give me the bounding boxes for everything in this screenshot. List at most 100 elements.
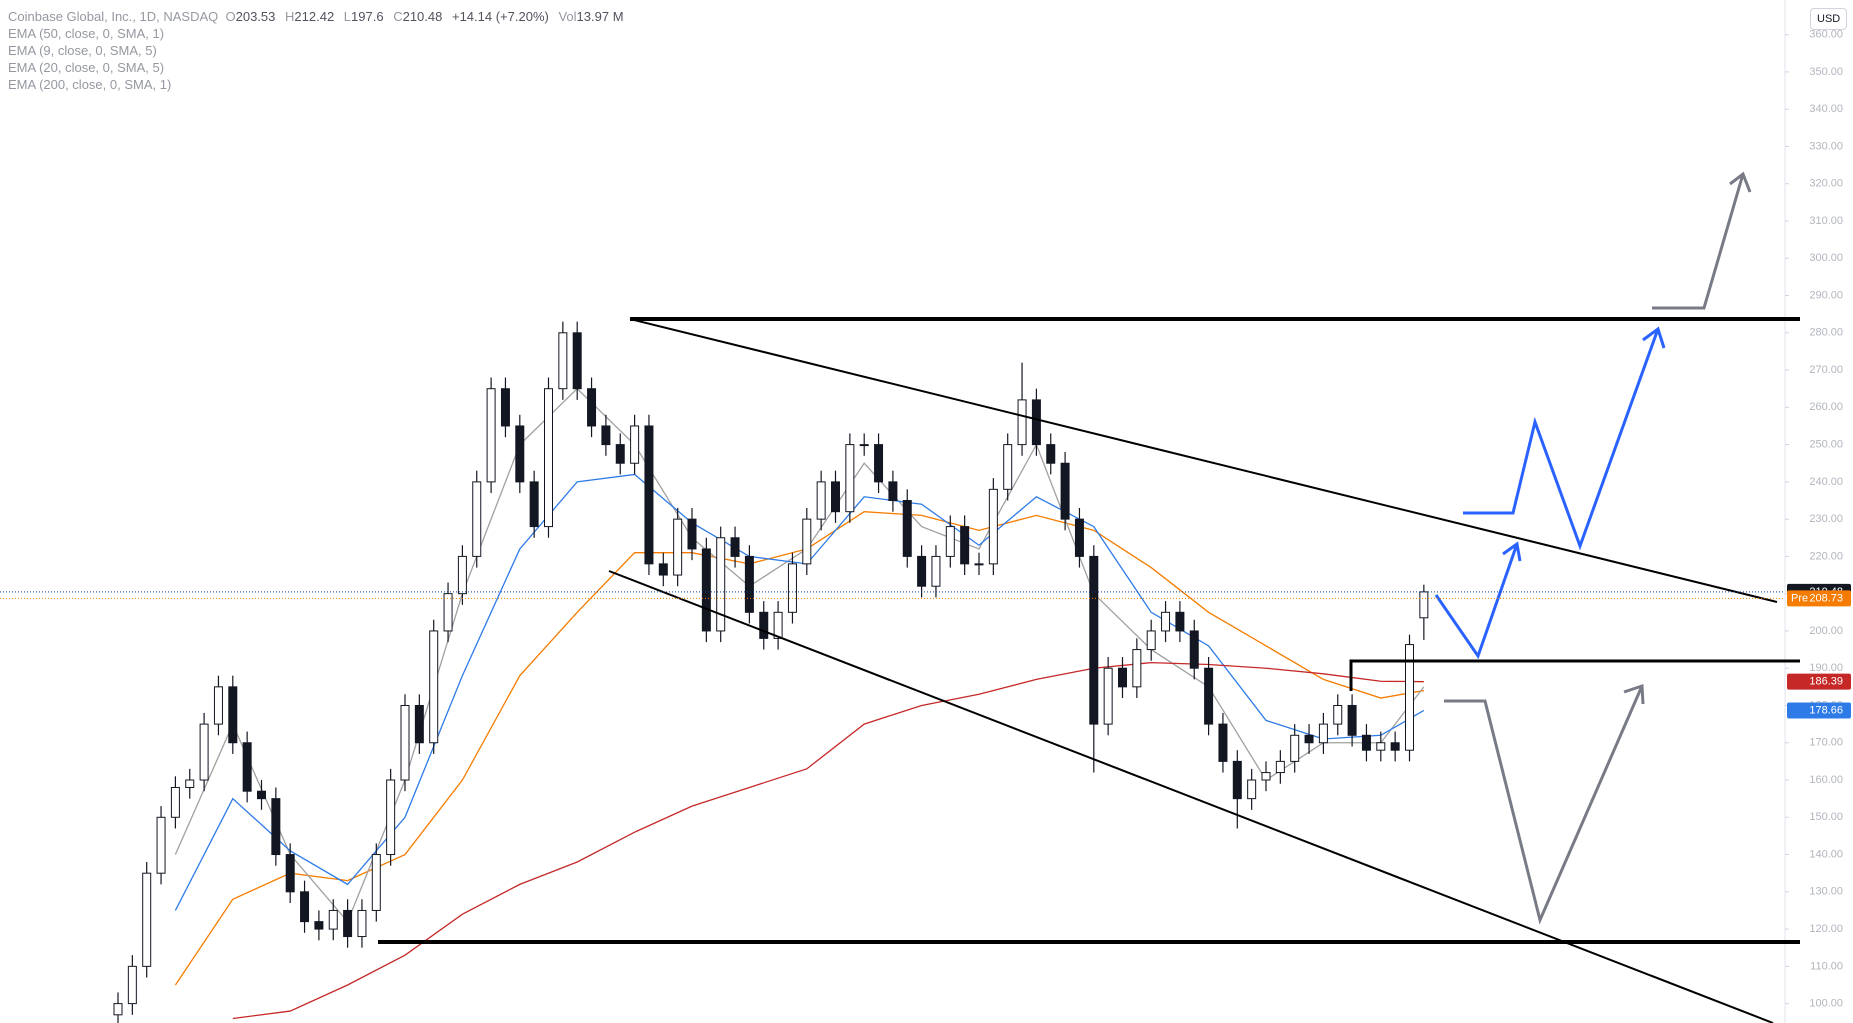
candle-body bbox=[572, 332, 582, 390]
y-tick-label: 260.00 bbox=[1809, 401, 1843, 413]
candle-body bbox=[414, 704, 424, 744]
candle-body bbox=[343, 909, 353, 938]
candle-body bbox=[1060, 462, 1070, 520]
candle-body bbox=[802, 518, 812, 565]
y-tick-label: 320.00 bbox=[1809, 178, 1843, 190]
candle-body bbox=[213, 686, 223, 725]
candle-body bbox=[816, 481, 826, 520]
y-tick-label: 160.00 bbox=[1809, 774, 1843, 786]
candle-body bbox=[1318, 723, 1328, 744]
candle-body bbox=[658, 563, 668, 576]
candle-body bbox=[386, 779, 396, 856]
candle-body bbox=[1405, 644, 1414, 751]
candle-body bbox=[1017, 399, 1027, 446]
candle-body bbox=[1376, 742, 1386, 751]
value: 212.42 bbox=[294, 9, 335, 24]
currency-button[interactable]: USD bbox=[1810, 8, 1848, 30]
candle-body bbox=[199, 723, 209, 781]
label: C bbox=[393, 9, 403, 24]
candle-body bbox=[1003, 444, 1013, 490]
trend-line bbox=[629, 318, 1778, 603]
candle-body bbox=[1304, 734, 1314, 744]
y-tick-label: 250.00 bbox=[1809, 439, 1843, 451]
candle-body bbox=[1290, 734, 1300, 762]
candle-body bbox=[328, 909, 338, 930]
label: L bbox=[343, 9, 352, 24]
trend-line bbox=[1349, 659, 1800, 691]
candle-body bbox=[1204, 667, 1214, 725]
candle-body bbox=[701, 548, 711, 632]
candle-body bbox=[1161, 611, 1171, 632]
candle-body bbox=[1247, 779, 1257, 800]
price-tag bbox=[1787, 702, 1851, 719]
projection-arrow bbox=[1434, 543, 1519, 660]
candle-body bbox=[285, 854, 295, 893]
candle-body bbox=[902, 500, 912, 557]
price-tag-label: 186.39 bbox=[1809, 676, 1843, 688]
candle-body bbox=[1132, 649, 1142, 688]
y-tick-label: 270.00 bbox=[1809, 364, 1843, 376]
candle-body bbox=[1189, 630, 1199, 669]
value: 13.97 M bbox=[576, 9, 624, 24]
price-tag-label: 208.73 bbox=[1809, 592, 1843, 604]
label: O bbox=[225, 9, 236, 24]
candle-body bbox=[228, 686, 238, 744]
candle-body bbox=[457, 555, 467, 595]
candle-body bbox=[587, 388, 597, 427]
projection-arrow bbox=[1444, 685, 1644, 925]
candle-body bbox=[271, 798, 281, 856]
candle-body bbox=[874, 444, 884, 483]
candle-body bbox=[142, 872, 152, 967]
candle-body bbox=[859, 444, 869, 447]
candle-body bbox=[357, 909, 367, 938]
y-tick-label: 330.00 bbox=[1809, 140, 1843, 152]
indicator-name[interactable]: EMA (20, close, 0, SMA, 5) bbox=[8, 60, 165, 75]
candle-body bbox=[1347, 704, 1357, 736]
candle-body bbox=[1261, 772, 1271, 781]
candle-body bbox=[1361, 734, 1371, 751]
price-tag bbox=[1787, 590, 1851, 607]
candle-body bbox=[1419, 591, 1429, 619]
y-tick-label: 310.00 bbox=[1809, 215, 1843, 227]
candle-body bbox=[988, 488, 998, 565]
candle-body bbox=[257, 790, 266, 800]
candle-body bbox=[960, 526, 970, 565]
candle-body bbox=[558, 332, 568, 390]
y-tick-label: 360.00 bbox=[1809, 29, 1843, 41]
indicator-name[interactable]: EMA (50, close, 0, SMA, 1) bbox=[8, 26, 165, 41]
candle-body bbox=[630, 425, 640, 464]
y-tick-label: 230.00 bbox=[1809, 513, 1843, 525]
y-tick-label: 110.00 bbox=[1810, 960, 1843, 972]
candle-body bbox=[1333, 704, 1343, 725]
value: 197.6 bbox=[351, 9, 384, 24]
indicator-name[interactable]: EMA (200, close, 0, SMA, 1) bbox=[8, 77, 172, 92]
candle-body bbox=[400, 704, 410, 781]
y-tick-label: 120.00 bbox=[1809, 923, 1843, 935]
indicator-name[interactable]: EMA (9, close, 0, SMA, 5) bbox=[8, 43, 157, 58]
y-tick-label: 200.00 bbox=[1809, 625, 1843, 637]
arrow-head bbox=[1623, 683, 1645, 705]
candle-body bbox=[716, 537, 726, 632]
candle-body bbox=[242, 742, 252, 792]
candle-body bbox=[644, 425, 654, 565]
y-tick-label: 140.00 bbox=[1809, 848, 1843, 860]
candle-body bbox=[170, 786, 180, 818]
candle-body bbox=[1275, 760, 1285, 774]
candle-body bbox=[443, 593, 453, 632]
candle-body bbox=[529, 481, 539, 528]
candle-body bbox=[127, 965, 137, 1005]
value: 203.53 bbox=[235, 9, 276, 24]
projection-arrow bbox=[1652, 173, 1745, 310]
candle-body bbox=[1175, 611, 1185, 632]
candle-body bbox=[1390, 742, 1400, 751]
candle-body bbox=[1118, 667, 1127, 688]
candle-body bbox=[1089, 555, 1099, 725]
y-tick-label: 150.00 bbox=[1809, 811, 1843, 823]
label: H bbox=[285, 9, 295, 24]
candle-body bbox=[185, 779, 195, 788]
candle-body bbox=[773, 611, 783, 639]
arrow-head bbox=[1729, 171, 1752, 193]
change: +14.14 (+7.20%) bbox=[451, 9, 549, 24]
